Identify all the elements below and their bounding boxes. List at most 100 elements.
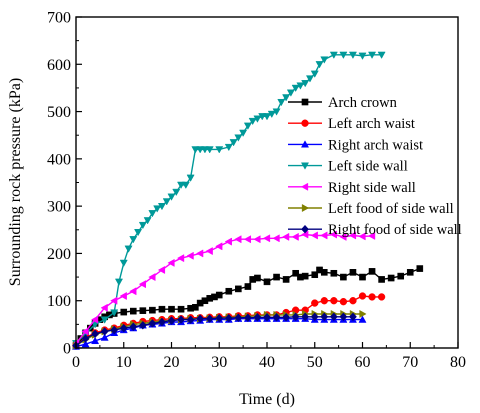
data-point xyxy=(253,312,262,322)
data-point xyxy=(349,269,357,276)
data-point xyxy=(339,51,348,59)
x-tick-label: 20 xyxy=(164,354,180,371)
data-point xyxy=(186,315,195,324)
data-point xyxy=(320,231,328,240)
data-point xyxy=(292,269,299,277)
data-point xyxy=(320,56,329,64)
data-point xyxy=(416,265,424,272)
legend-label: Right arch waist xyxy=(328,137,423,153)
data-point xyxy=(358,292,367,300)
data-point xyxy=(100,333,109,341)
data-point xyxy=(305,75,314,83)
data-point xyxy=(176,254,185,263)
data-point xyxy=(311,299,319,307)
data-point xyxy=(348,51,357,59)
data-point xyxy=(100,303,108,312)
series-7 xyxy=(72,312,357,350)
data-point xyxy=(340,273,347,281)
data-point xyxy=(138,280,146,289)
data-point xyxy=(377,293,386,301)
data-point xyxy=(224,143,233,152)
data-point xyxy=(224,313,233,323)
data-point xyxy=(167,258,175,267)
data-point xyxy=(81,334,90,343)
legend: Arch crown Left arch waist Right arch wais… xyxy=(288,95,462,238)
data-point xyxy=(282,276,290,283)
data-point xyxy=(359,273,366,281)
data-point xyxy=(205,146,214,154)
data-point xyxy=(215,146,224,154)
data-point xyxy=(359,309,367,318)
data-point xyxy=(100,327,109,336)
data-point xyxy=(282,312,291,322)
data-point xyxy=(192,304,199,311)
data-point xyxy=(301,312,310,322)
data-point xyxy=(129,322,138,332)
data-point xyxy=(168,305,175,313)
data-point xyxy=(262,234,271,243)
data-point xyxy=(272,108,281,116)
data-point xyxy=(234,235,242,244)
data-point xyxy=(263,312,271,322)
x-tick-label: 10 xyxy=(116,354,132,371)
data-point xyxy=(253,235,261,244)
data-point xyxy=(119,259,128,268)
data-point xyxy=(291,84,300,93)
legend-item: Right food of side wall xyxy=(288,222,462,238)
data-point xyxy=(215,313,224,323)
data-point xyxy=(91,329,100,339)
data-point xyxy=(139,307,147,314)
data-point xyxy=(263,278,271,286)
data-point xyxy=(205,314,214,324)
data-point xyxy=(358,52,367,60)
legend-label: Right side wall xyxy=(328,180,416,196)
x-tick-label: 0 xyxy=(72,354,80,371)
data-point xyxy=(320,297,328,305)
data-point xyxy=(90,315,99,324)
data-point xyxy=(158,317,166,327)
data-point xyxy=(234,134,243,142)
data-point xyxy=(148,273,156,282)
data-point xyxy=(153,205,162,213)
legend-item: Left food of side wall xyxy=(288,201,454,217)
data-point xyxy=(310,70,319,78)
legend-item: Right side wall xyxy=(288,180,416,196)
data-point xyxy=(243,235,252,244)
y-tick-label: 0 xyxy=(63,341,71,358)
data-point xyxy=(349,297,357,305)
data-point xyxy=(378,276,385,283)
legend-marker xyxy=(300,162,310,170)
data-point xyxy=(244,283,252,290)
legend-item: Right arch waist xyxy=(288,137,423,153)
y-axis-title: Surrounding rock pressure (kPa) xyxy=(7,78,24,286)
data-point xyxy=(406,269,414,276)
data-point xyxy=(301,80,310,88)
data-point xyxy=(368,268,376,275)
y-tick-label: 700 xyxy=(47,10,71,27)
data-point xyxy=(234,313,243,323)
data-point xyxy=(186,174,195,182)
legend-label: Right food of side wall xyxy=(328,222,462,238)
data-point xyxy=(120,308,128,316)
y-tick-label: 600 xyxy=(47,57,71,74)
series-5 xyxy=(71,230,376,348)
data-point xyxy=(329,51,338,59)
data-point xyxy=(148,210,157,218)
legend-label: Left side wall xyxy=(328,159,408,175)
data-point xyxy=(281,232,290,241)
data-point xyxy=(267,110,276,119)
data-point xyxy=(124,245,133,253)
data-point xyxy=(315,61,324,69)
x-tick-label: 40 xyxy=(259,354,275,371)
data-point xyxy=(367,231,376,240)
data-point xyxy=(320,269,328,276)
y-tick-label: 200 xyxy=(47,246,71,263)
data-point xyxy=(310,231,318,240)
data-point xyxy=(329,230,337,239)
data-point xyxy=(119,291,127,301)
data-point xyxy=(177,315,185,324)
data-point xyxy=(235,285,242,293)
data-point xyxy=(81,327,89,336)
data-point xyxy=(253,115,262,123)
